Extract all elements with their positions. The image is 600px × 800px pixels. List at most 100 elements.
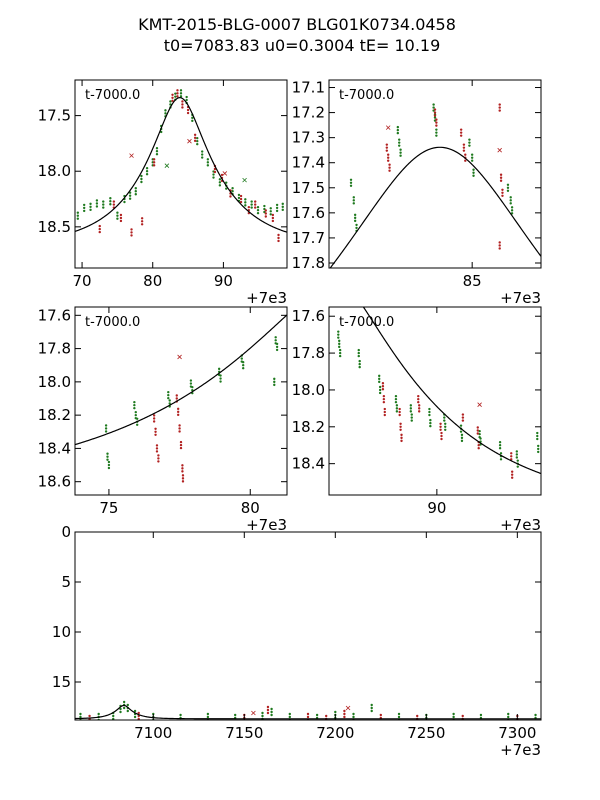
data-point-red [88, 714, 91, 720]
data-point-green [269, 207, 272, 216]
y-tick-label: 18.2 [292, 418, 325, 436]
data-point-red [385, 143, 389, 152]
y-tick-label: 17.1 [292, 79, 325, 97]
y-tick-label: 18.2 [38, 406, 71, 424]
x-tick-label: 7200 [316, 724, 354, 742]
y-tick-label: 18.6 [38, 473, 71, 491]
data-point-red [462, 143, 466, 152]
data-point-green [432, 103, 435, 112]
model-curve [329, 146, 541, 268]
x-tick-label: 90 [427, 499, 446, 517]
x-tick-label: 7100 [134, 724, 172, 742]
y-tick-label: 10 [52, 623, 71, 641]
data-point-red [476, 426, 479, 435]
data-point-green [478, 429, 481, 439]
data-point-red [137, 711, 140, 720]
data-point-x-red [385, 125, 391, 130]
data-point-red [400, 433, 403, 443]
data-point-green [357, 348, 360, 358]
x-offset-label: +7e3 [500, 516, 541, 534]
data-point-red [510, 452, 513, 461]
data-point-x-red [129, 153, 134, 158]
data-point-green [398, 138, 401, 147]
y-tick-label: 18.5 [38, 218, 71, 236]
data-point-green [76, 211, 80, 220]
data-point-green [102, 200, 105, 209]
data-point-red [343, 709, 346, 719]
data-point-green [219, 374, 222, 383]
data-point-red [181, 100, 184, 109]
data-point-green [167, 390, 170, 400]
data-point-green [107, 460, 111, 470]
data-point-green [479, 437, 482, 446]
data-point-red [239, 194, 243, 204]
y-tick-label: 17.7 [292, 229, 325, 247]
data-point-red [379, 713, 383, 720]
figure-title-line1: KMT-2015-BLG-0007 BLG01K0734.0458 [138, 15, 456, 34]
data-point-red [254, 200, 257, 209]
panels-group: 70 80 90 17.5 18.0 18.5 t-7000.0 +7e3 85 17.1 17.2… [38, 79, 542, 759]
y-tick-label: 18.0 [292, 381, 325, 399]
data-point-green [281, 202, 284, 212]
data-point-green [104, 424, 108, 433]
data-point-green [429, 418, 432, 428]
y-tick-label: 18.0 [38, 373, 71, 391]
data-point-red [266, 705, 270, 715]
data-point-red [176, 407, 180, 417]
data-point-red [461, 413, 465, 422]
data-point-green [233, 713, 237, 720]
panel-inner-label: t-7000.0 [85, 315, 140, 330]
y-tick-label: 17.5 [292, 179, 325, 197]
data-point-red [186, 105, 190, 115]
data-point-red [381, 382, 385, 391]
data-point-red [417, 394, 420, 404]
data-point-green [237, 193, 241, 203]
x-tick-label: 75 [99, 499, 118, 517]
data-point-red [181, 464, 184, 473]
data-point-green [155, 146, 159, 156]
data-point-red [152, 158, 156, 167]
model-curve [362, 307, 541, 475]
data-point-red [386, 153, 390, 162]
y-tick-label: 17.6 [38, 306, 71, 324]
data-point-green [399, 148, 402, 157]
axes-frame [328, 306, 542, 496]
data-point-red [140, 217, 144, 226]
data-point-x-red [222, 171, 228, 176]
data-point-green [510, 206, 514, 215]
data-point-red [181, 474, 185, 483]
data-point-green [338, 348, 342, 358]
data-point-green [79, 712, 82, 720]
data-point-green [263, 204, 266, 214]
x-offset-label: +7e3 [500, 741, 541, 759]
panel-middle-left: 75 80 17.6 17.8 18.0 18.2 18.4 18.6 t-7000.0 +7e3 [38, 306, 288, 534]
axes-frame [74, 79, 288, 269]
data-point-red [179, 440, 183, 450]
data-point-green [536, 431, 539, 441]
data-point-red [501, 188, 504, 197]
data-point-green [206, 158, 210, 167]
data-point-green [395, 404, 399, 413]
data-point-red [157, 454, 160, 463]
plot-area [329, 103, 541, 268]
data-point-red [388, 163, 391, 172]
data-point-green [244, 198, 247, 207]
data-point-red [193, 133, 197, 143]
data-point-green [444, 422, 447, 432]
data-point-green [134, 187, 137, 196]
data-point-red [264, 209, 267, 218]
data-point-green [275, 203, 279, 213]
data-point-green [509, 196, 512, 205]
axes-frame [74, 531, 542, 721]
panel-bottom: 7100 7150 7200 7250 7300 0 5 10 15 +7e3 [52, 523, 542, 759]
y-tick-label: 17.3 [292, 129, 325, 147]
data-point-red [435, 118, 438, 127]
data-point-green [128, 191, 132, 200]
model-curve [75, 314, 287, 446]
data-point-red [498, 103, 501, 112]
data-point-red [119, 213, 123, 223]
data-point-x-green [242, 177, 247, 183]
data-point-red [130, 228, 133, 237]
data-point-green [460, 433, 464, 443]
